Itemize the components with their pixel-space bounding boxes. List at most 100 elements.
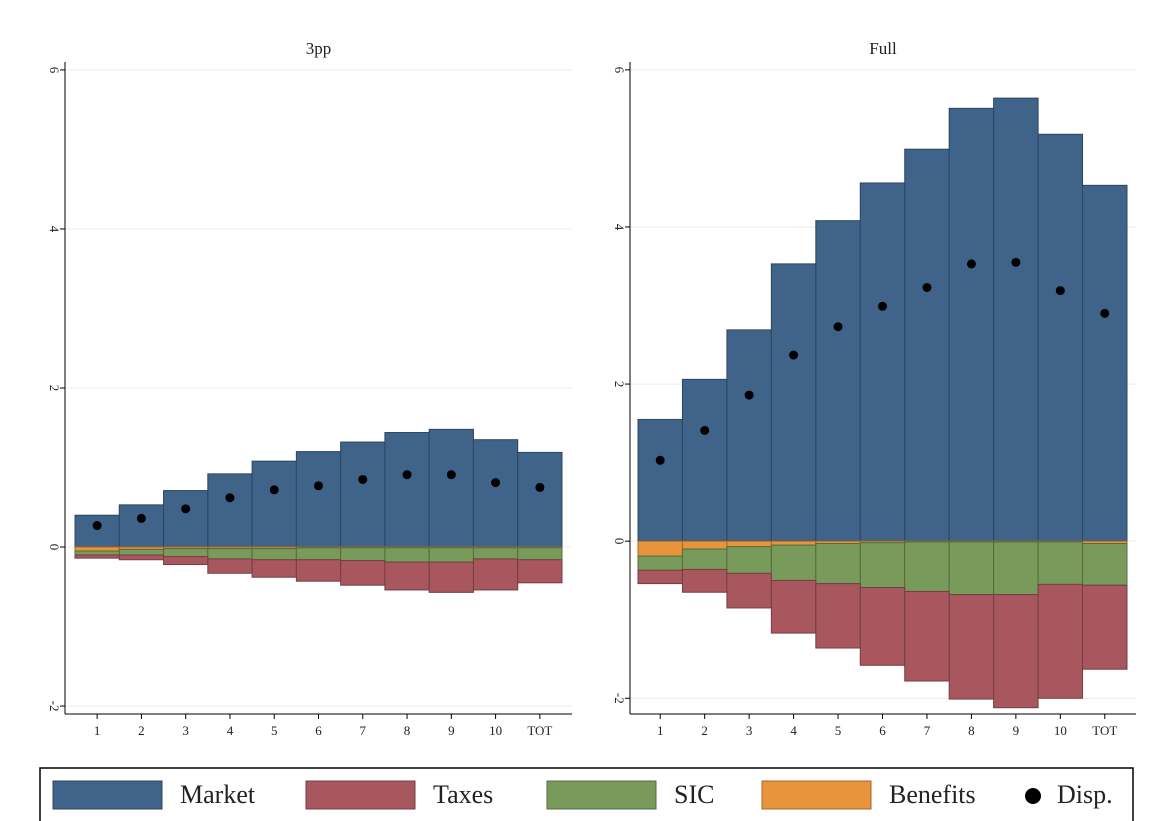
bar bbox=[472, 558, 519, 591]
y-tick-label: 6 bbox=[612, 67, 627, 74]
bar bbox=[472, 547, 519, 560]
bar bbox=[517, 547, 563, 561]
bar bbox=[118, 548, 165, 556]
bar bbox=[1082, 184, 1128, 542]
bar bbox=[726, 546, 772, 574]
bar bbox=[726, 572, 772, 609]
legend-label: Benefits bbox=[889, 780, 976, 809]
bar bbox=[340, 547, 386, 562]
bar bbox=[384, 432, 430, 548]
y-tick-label: 2 bbox=[47, 385, 62, 392]
bar bbox=[815, 583, 861, 649]
point bbox=[878, 301, 887, 311]
bar bbox=[340, 441, 386, 548]
bar bbox=[295, 547, 342, 561]
point bbox=[700, 425, 710, 435]
bar bbox=[859, 587, 906, 666]
bar bbox=[207, 473, 253, 548]
bar bbox=[1082, 543, 1128, 586]
bar bbox=[118, 504, 165, 548]
bar bbox=[993, 97, 1039, 542]
point bbox=[833, 322, 843, 332]
bar bbox=[340, 560, 386, 586]
bar bbox=[637, 569, 683, 585]
bar bbox=[163, 548, 209, 558]
y-tick-label: 2 bbox=[612, 381, 627, 388]
point bbox=[491, 478, 501, 488]
bar bbox=[681, 378, 728, 542]
bar bbox=[251, 460, 297, 548]
legend-swatch bbox=[52, 780, 163, 810]
legend-swatch bbox=[305, 780, 416, 810]
bar bbox=[1037, 583, 1084, 699]
bar bbox=[859, 542, 906, 589]
bar bbox=[517, 559, 563, 584]
x-tick-label: 1 bbox=[94, 723, 101, 738]
x-tick-label: 1 bbox=[657, 723, 664, 738]
y-tick-label: 0 bbox=[47, 544, 62, 551]
bar bbox=[948, 541, 995, 596]
point bbox=[446, 470, 456, 480]
bar bbox=[681, 568, 728, 593]
bar bbox=[163, 490, 209, 548]
x-tick-label: 10 bbox=[489, 723, 502, 738]
bar bbox=[948, 594, 995, 700]
y-tick-label: 0 bbox=[612, 538, 627, 545]
y-tick-label: 4 bbox=[47, 226, 62, 233]
panel-title: 3pp bbox=[306, 39, 332, 58]
point bbox=[535, 482, 545, 492]
legend-label: SIC bbox=[674, 780, 714, 809]
point bbox=[181, 504, 191, 514]
bar bbox=[384, 561, 430, 591]
x-tick-label: 7 bbox=[360, 723, 367, 738]
point bbox=[269, 485, 279, 495]
bar bbox=[295, 559, 342, 582]
bar bbox=[637, 418, 683, 542]
bar bbox=[428, 547, 474, 563]
x-tick-label: 5 bbox=[835, 723, 842, 738]
bar bbox=[726, 540, 772, 548]
point bbox=[225, 493, 235, 503]
x-tick-label: 2 bbox=[138, 723, 145, 738]
bar bbox=[295, 451, 342, 548]
bar bbox=[770, 544, 817, 581]
point bbox=[402, 470, 412, 480]
bar bbox=[770, 579, 817, 634]
x-tick-label: 10 bbox=[1054, 723, 1067, 738]
x-tick-label: 4 bbox=[227, 723, 234, 738]
point bbox=[314, 481, 323, 491]
bar bbox=[517, 451, 563, 548]
x-tick-label: 7 bbox=[924, 723, 931, 738]
bar bbox=[74, 514, 120, 548]
bar bbox=[637, 540, 683, 557]
y-tick-label: 4 bbox=[612, 224, 627, 231]
bar bbox=[904, 541, 950, 592]
point bbox=[92, 521, 102, 531]
bar bbox=[726, 329, 772, 542]
x-tick-label: 8 bbox=[404, 723, 411, 738]
bar bbox=[251, 559, 297, 578]
bar bbox=[207, 548, 253, 560]
point bbox=[358, 474, 368, 484]
bar bbox=[859, 182, 906, 542]
x-tick-label: TOT bbox=[527, 723, 552, 738]
bar bbox=[428, 428, 474, 548]
x-tick-label: TOT bbox=[1092, 723, 1117, 738]
bar bbox=[251, 548, 297, 561]
bar bbox=[74, 550, 120, 556]
bar bbox=[118, 554, 165, 561]
bar bbox=[384, 547, 430, 563]
bar bbox=[1037, 133, 1084, 542]
point bbox=[789, 350, 799, 360]
x-tick-label: 9 bbox=[1013, 723, 1020, 738]
bar bbox=[428, 561, 474, 593]
y-tick-label: -2 bbox=[612, 693, 627, 704]
x-tick-label: 4 bbox=[790, 723, 797, 738]
legend-label: Taxes bbox=[433, 780, 493, 809]
x-tick-label: 9 bbox=[448, 723, 455, 738]
y-tick-label: -2 bbox=[47, 701, 62, 712]
legend-label: Market bbox=[180, 780, 256, 809]
bar bbox=[74, 554, 120, 559]
panel-title: Full bbox=[869, 39, 897, 58]
